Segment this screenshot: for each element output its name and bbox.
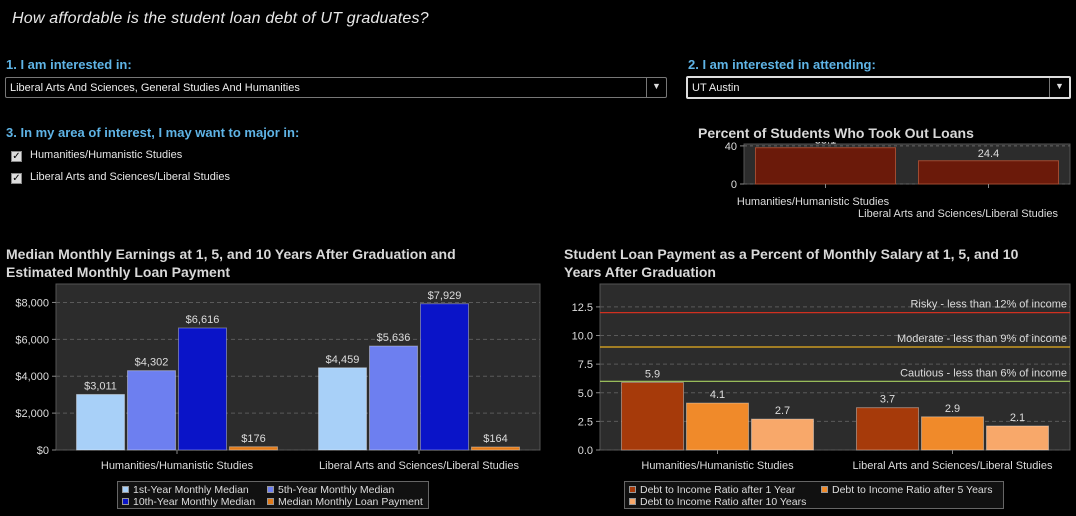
- legend-item: 5th-Year Monthly Median: [267, 484, 394, 496]
- legend-swatch: [821, 486, 828, 493]
- legend-label: 10th-Year Monthly Median: [133, 496, 256, 508]
- y-tick-label: $0: [37, 445, 49, 457]
- earnings-legend: 1st-Year Monthly Median 5th-Year Monthly…: [117, 481, 429, 509]
- loans-chart: 40 0 38.1 24.4 Humanities/Humanistic Studies…: [725, 142, 1071, 220]
- data-label: 2.1: [1010, 412, 1025, 424]
- y-tick-label: 0.0: [578, 445, 593, 457]
- attending-dropdown[interactable]: UT Austin ▼: [686, 76, 1071, 99]
- data-label: $7,929: [428, 290, 462, 302]
- bar: [918, 160, 1059, 185]
- interest-label: 1. I am interested in:: [6, 57, 132, 72]
- bar: [921, 416, 984, 451]
- data-label: 5.9: [645, 368, 660, 380]
- legend-label: 5th-Year Monthly Median: [278, 484, 395, 496]
- y-tick-label: $2,000: [15, 408, 49, 420]
- legend-swatch: [267, 498, 274, 505]
- major-option-label: Humanities/Humanistic Studies: [30, 149, 183, 161]
- legend-label: Median Monthly Loan Payment: [278, 496, 423, 508]
- bar: [369, 345, 418, 451]
- x-tick-label: Liberal Arts and Sciences/Liberal Studie…: [319, 460, 519, 472]
- y-tick-label: $4,000: [15, 371, 49, 383]
- legend-item: Median Monthly Loan Payment: [267, 496, 423, 508]
- ratio-legend: Debt to Income Ratio after 1 Year Debt t…: [624, 481, 1004, 509]
- legend-swatch: [629, 486, 636, 493]
- data-label: 2.9: [945, 403, 960, 415]
- loans-chart-title: Percent of Students Who Took Out Loans: [698, 125, 974, 141]
- bar: [318, 367, 367, 451]
- data-label: 38.1: [815, 142, 836, 147]
- page-title: How affordable is the student loan debt …: [12, 10, 429, 27]
- data-label: $4,459: [326, 354, 360, 366]
- majors-label: 3. In my area of interest, I may want to…: [6, 125, 300, 140]
- x-tick-label: Liberal Arts and Sciences/Liberal Studie…: [858, 208, 1058, 220]
- bar: [755, 147, 896, 185]
- y-tick-label: 0: [731, 179, 737, 191]
- legend-label: Debt to Income Ratio after 5 Years: [832, 484, 993, 496]
- x-tick-label: Liberal Arts and Sciences/Liberal Studie…: [853, 460, 1053, 472]
- bar: [471, 446, 520, 451]
- data-label: 4.1: [710, 389, 725, 401]
- data-label: $5,636: [377, 332, 411, 344]
- bar: [127, 370, 176, 451]
- data-label: $4,302: [135, 357, 169, 369]
- data-label: $164: [483, 433, 507, 445]
- legend-item: Debt to Income Ratio after 5 Years: [821, 484, 993, 496]
- legend-swatch: [122, 498, 129, 505]
- data-label: $176: [241, 433, 265, 445]
- y-tick-label: 10.0: [572, 331, 593, 343]
- earnings-chart: $0 $2,000 $4,000 $6,000 $8,000 $3,011 $4,302 $6…: [15, 283, 541, 472]
- legend-item: Debt to Income Ratio after 10 Years: [629, 496, 806, 508]
- data-label: 3.7: [880, 394, 895, 406]
- attending-label: 2. I am interested in attending:: [688, 57, 876, 72]
- major-option-liberal-arts[interactable]: ✓ Liberal Arts and Sciences/Liberal Studi…: [11, 171, 230, 184]
- bar: [986, 425, 1049, 451]
- legend-item: Debt to Income Ratio after 1 Year: [629, 484, 795, 496]
- checkbox-checked-icon[interactable]: ✓: [11, 151, 22, 162]
- data-label: $6,616: [186, 314, 220, 326]
- x-tick-label: Humanities/Humanistic Studies: [101, 460, 254, 472]
- bar: [686, 402, 749, 451]
- legend-swatch: [267, 486, 274, 493]
- bar: [76, 393, 125, 451]
- bar: [856, 407, 919, 451]
- reference-line-label: Risky - less than 12% of income: [910, 299, 1067, 311]
- legend-swatch: [122, 486, 129, 493]
- checkbox-checked-icon[interactable]: ✓: [11, 173, 22, 184]
- bar: [178, 327, 227, 451]
- reference-line-label: Moderate - less than 9% of income: [897, 333, 1067, 345]
- interest-dropdown[interactable]: Liberal Arts And Sciences, General Studi…: [5, 77, 667, 98]
- reference-line-label: Cautious - less than 6% of income: [900, 367, 1067, 379]
- y-tick-label: 7.5: [578, 359, 593, 371]
- y-tick-label: 5.0: [578, 388, 593, 400]
- bar: [751, 418, 814, 451]
- chevron-down-icon[interactable]: ▼: [1049, 78, 1069, 97]
- major-option-humanities[interactable]: ✓ Humanities/Humanistic Studies: [11, 149, 182, 162]
- x-tick-label: Humanities/Humanistic Studies: [737, 196, 890, 208]
- legend-label: Debt to Income Ratio after 1 Year: [640, 484, 796, 496]
- data-label: $3,011: [84, 380, 117, 392]
- attending-selected-value: UT Austin: [692, 82, 740, 94]
- legend-label: Debt to Income Ratio after 10 Years: [640, 496, 807, 508]
- y-tick-label: $8,000: [15, 297, 49, 309]
- chevron-down-icon[interactable]: ▼: [646, 78, 666, 97]
- y-tick-label: 40: [725, 142, 737, 153]
- earnings-chart-title: Median Monthly Earnings at 1, 5, and 10 …: [6, 246, 456, 280]
- y-tick-label: 2.5: [578, 416, 593, 428]
- y-tick-label: 12.5: [572, 302, 593, 314]
- major-option-label: Liberal Arts and Sciences/Liberal Studie…: [30, 171, 230, 183]
- legend-label: 1st-Year Monthly Median: [133, 484, 249, 496]
- data-label: 2.7: [775, 405, 790, 417]
- interest-selected-value: Liberal Arts And Sciences, General Studi…: [10, 82, 300, 94]
- y-tick-label: $6,000: [15, 334, 49, 346]
- legend-swatch: [629, 498, 636, 505]
- bar: [621, 381, 684, 451]
- ratio-chart: 0.0 2.5 5.0 7.5 10.0 12.5 Risky - less than 12…: [572, 283, 1071, 472]
- data-label: 24.4: [978, 148, 999, 160]
- legend-item: 10th-Year Monthly Median: [122, 496, 255, 508]
- bar: [229, 446, 278, 451]
- legend-item: 1st-Year Monthly Median: [122, 484, 249, 496]
- x-tick-label: Humanities/Humanistic Studies: [641, 460, 794, 472]
- ratio-chart-title: Student Loan Payment as a Percent of Mon…: [564, 246, 1019, 280]
- bar: [420, 303, 469, 451]
